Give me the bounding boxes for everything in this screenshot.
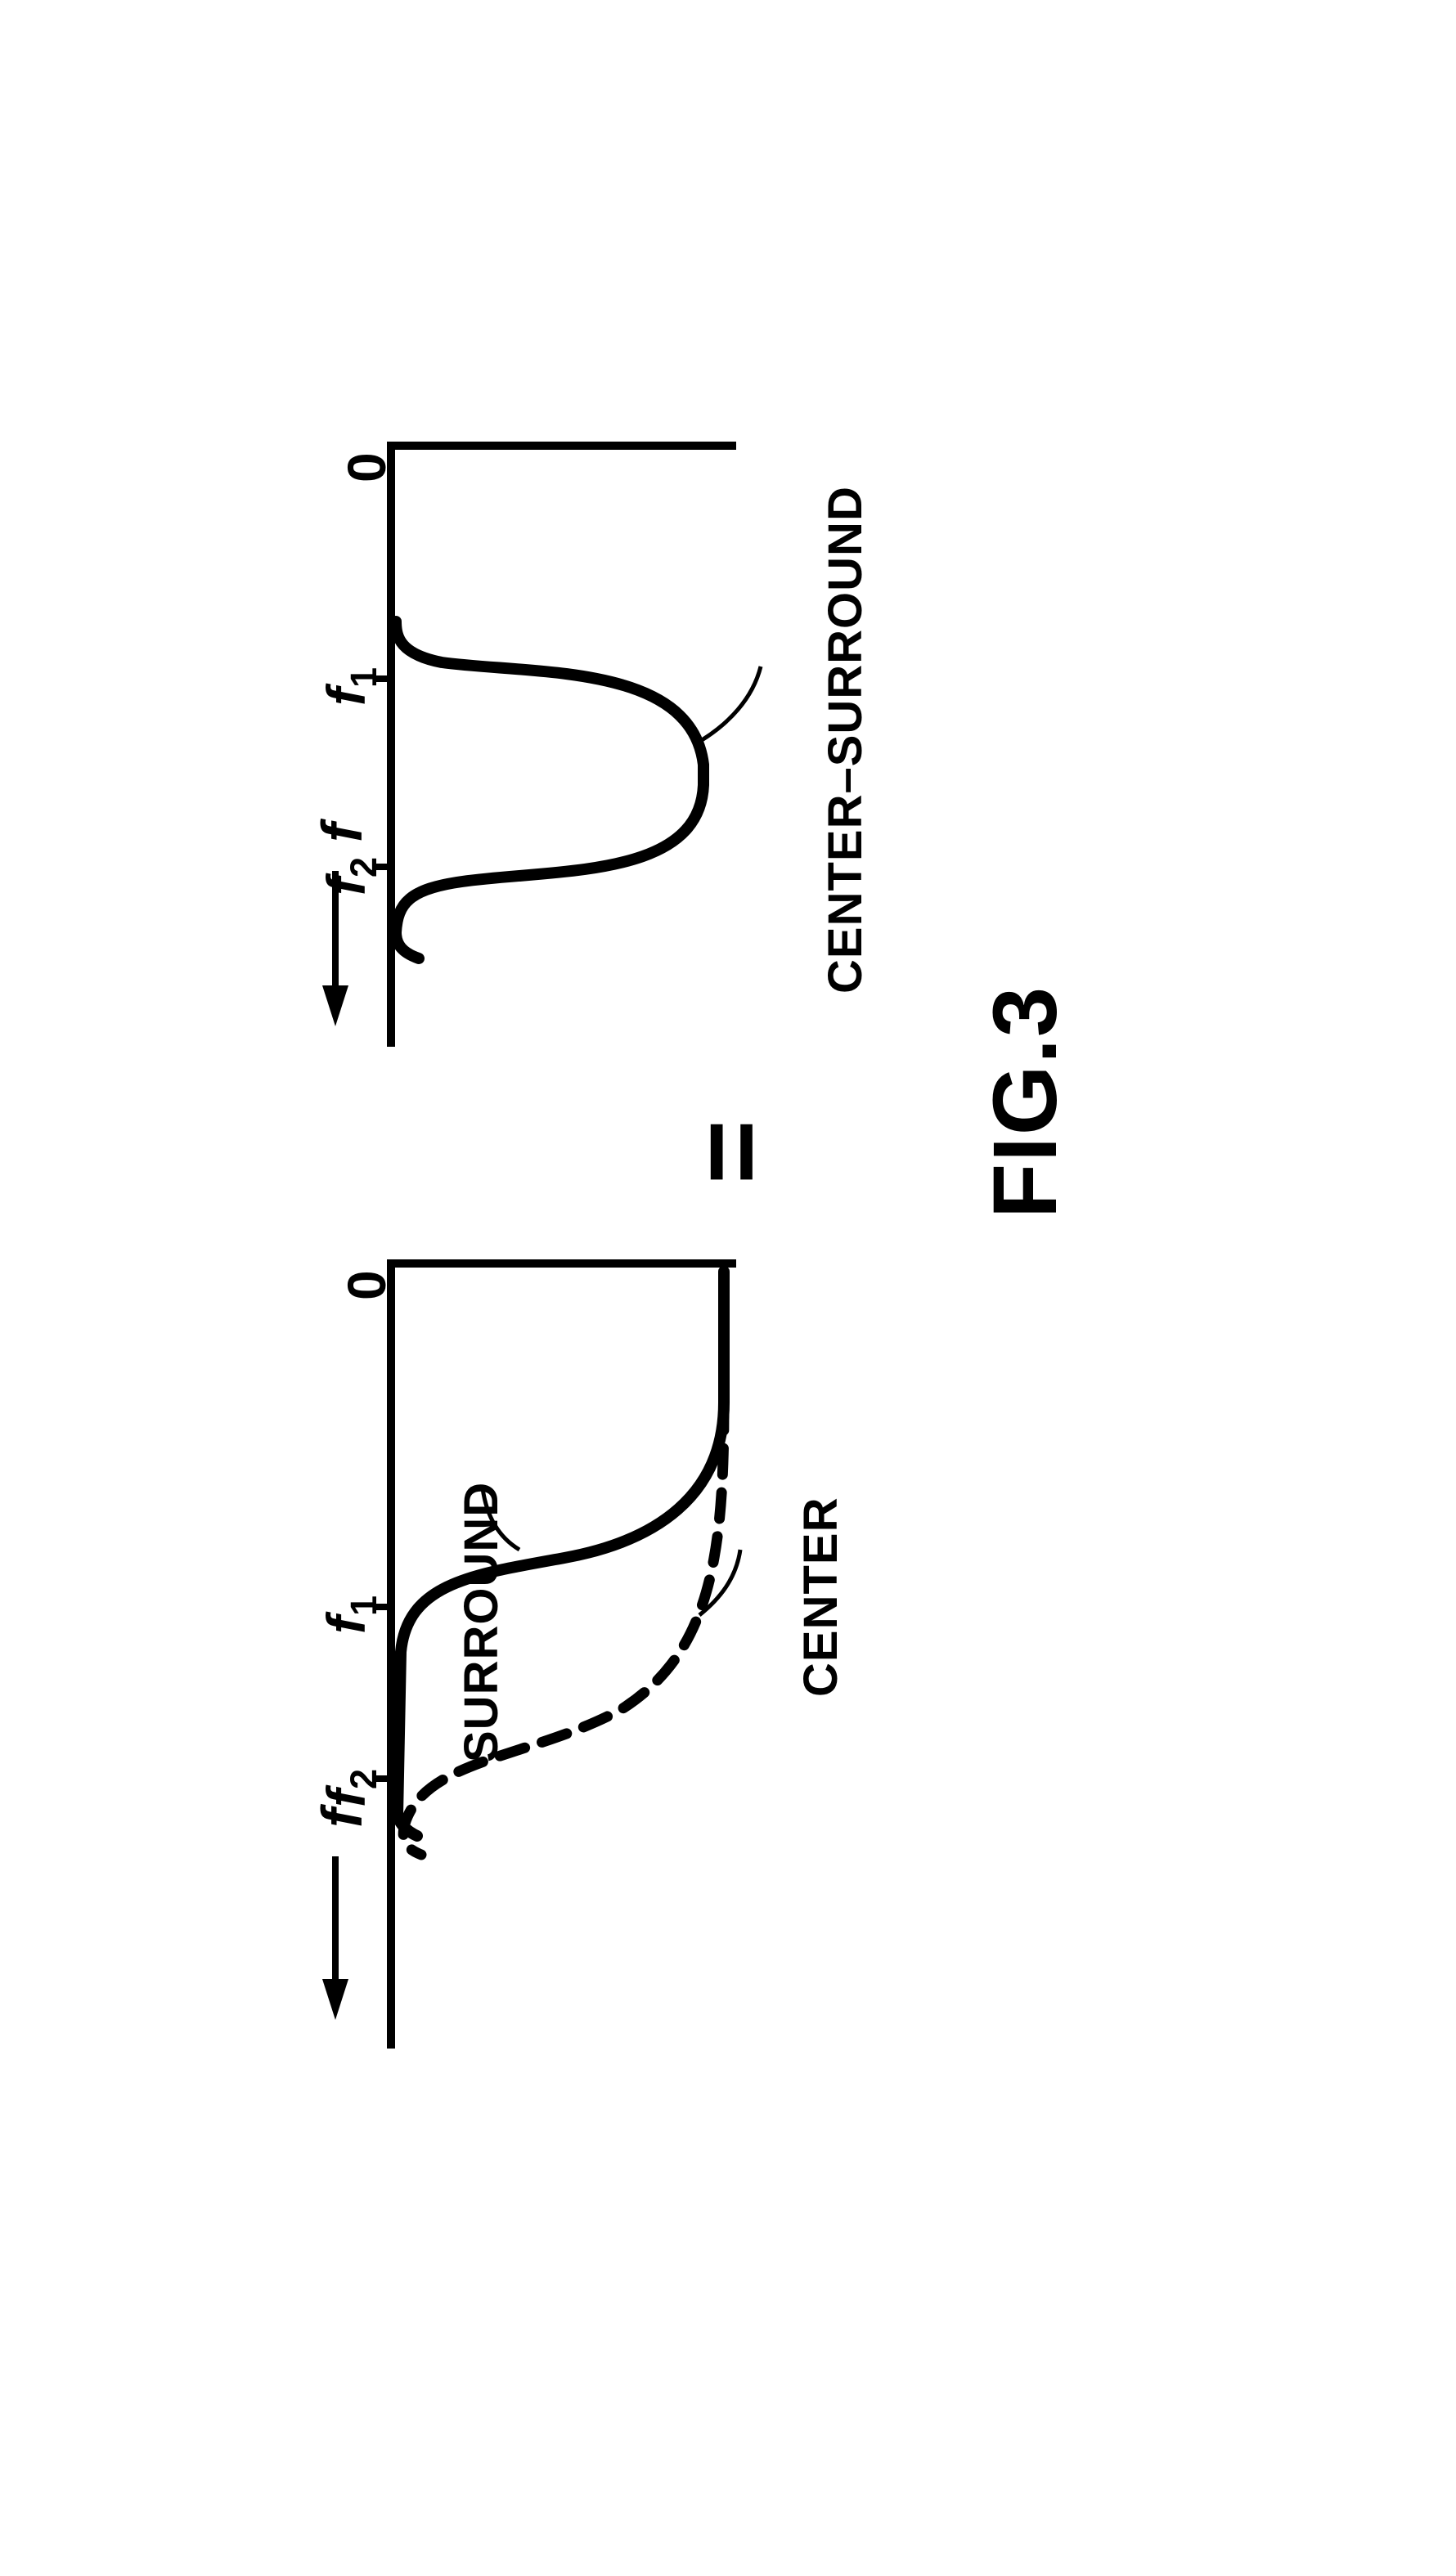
left-origin-label: 0	[335, 1270, 398, 1300]
equals-sign: =	[667, 1120, 793, 1184]
figure-label: FIG.3	[973, 985, 1077, 1218]
center-surround-label: CENTER–SURROUND	[818, 486, 873, 994]
right-f2-label: f2	[315, 857, 385, 895]
surround-label: SURROUND	[454, 1482, 509, 1762]
left-f2-label: f2	[315, 1769, 385, 1807]
right-origin-label: 0	[335, 452, 398, 482]
left-f-axis-label: f	[309, 1809, 375, 1828]
right-f-axis-label: f	[309, 824, 375, 842]
right-f1-label: f1	[315, 667, 385, 706]
center-label: CENTER	[793, 1497, 848, 1697]
left-f1-label: f1	[315, 1595, 385, 1634]
